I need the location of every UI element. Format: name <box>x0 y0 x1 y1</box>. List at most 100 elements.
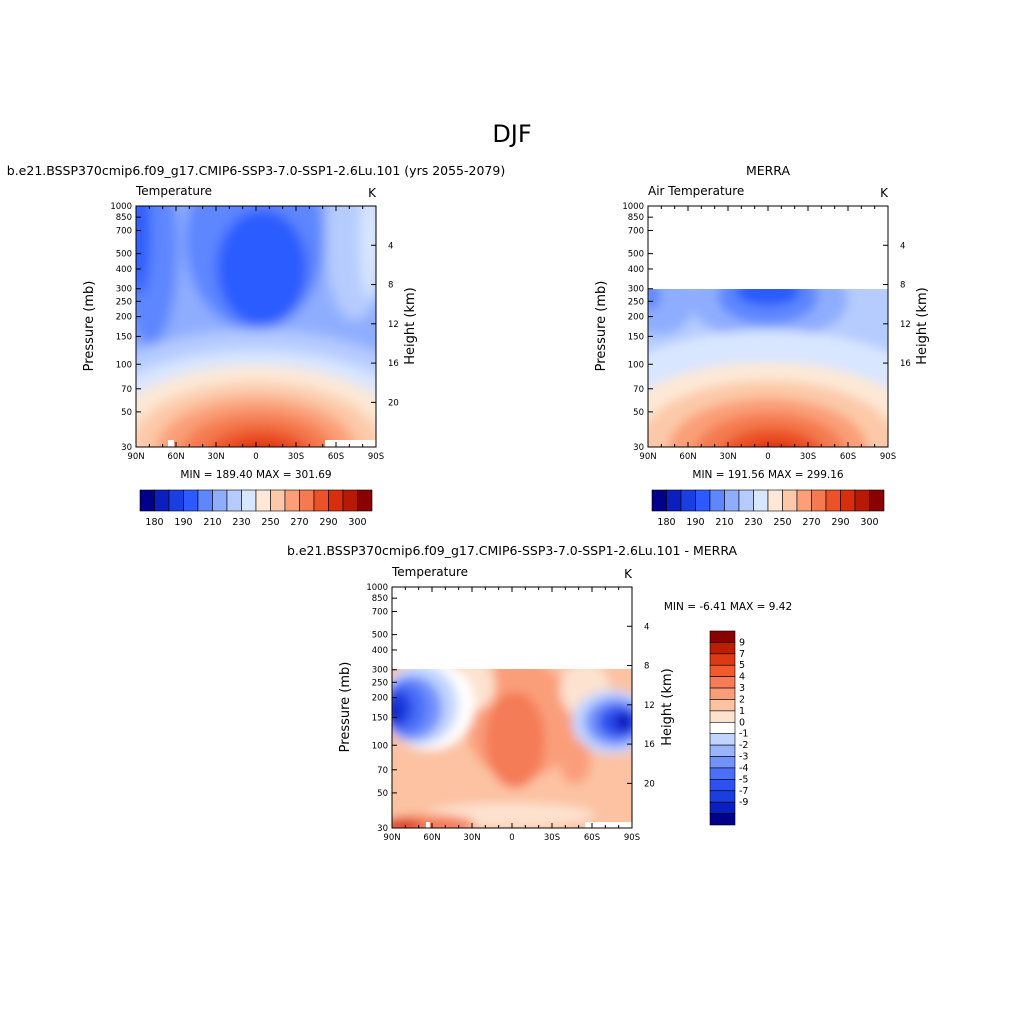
y-tick-label: 150 <box>372 713 388 723</box>
y2-tick-label: 20 <box>388 398 399 408</box>
y-tick-label: 250 <box>116 297 132 307</box>
colorbar-swatch <box>709 653 736 666</box>
y2-tick-label: 12 <box>388 320 399 330</box>
x-tick-label: 30S <box>288 452 304 462</box>
panel-obs: MERRA Air Temperature K 90N 60N 30 <box>594 163 930 528</box>
x-tick-label: 60N <box>679 452 696 462</box>
y-tick-label: 50 <box>377 789 388 799</box>
panel-model-stats: MIN = 189.40 MAX = 301.69 <box>180 469 331 481</box>
colorbar-swatch <box>753 489 769 512</box>
y2-tick-label: 12 <box>644 701 655 711</box>
colorbar-swatch <box>284 489 300 512</box>
colorbar-swatch <box>709 664 736 677</box>
y-tick-label: 100 <box>628 360 644 370</box>
y2-tick-label: 8 <box>644 662 649 672</box>
y2-tick-label: 16 <box>644 740 655 750</box>
y-tick-label: 30 <box>121 443 132 453</box>
colorbar-label: -5 <box>739 774 748 785</box>
x-tick-label: 60N <box>423 833 440 843</box>
colorbar-swatch <box>695 489 711 512</box>
colorbar-swatch <box>270 489 286 512</box>
y2-tick-label: 20 <box>644 779 655 789</box>
panel-obs-stats: MIN = 191.56 MAX = 299.16 <box>692 469 844 481</box>
panel-obs-field <box>648 289 888 447</box>
colorbar-swatch <box>168 489 184 512</box>
y-tick-label: 70 <box>377 766 388 776</box>
colorbar-label: 270 <box>290 517 308 528</box>
colorbar-swatch <box>709 744 736 757</box>
colorbar-swatch <box>840 489 856 512</box>
y-tick-label: 1000 <box>622 202 644 212</box>
x-tick-label: 30N <box>207 452 224 462</box>
panel-diff-left-label: Temperature <box>391 565 468 579</box>
colorbar-swatch <box>709 756 736 769</box>
colorbar-swatch <box>357 489 373 512</box>
panel-model-ylabel: Pressure (mb) <box>82 281 97 372</box>
y-tick-label: 50 <box>633 408 644 418</box>
colorbar-swatch <box>197 489 213 512</box>
x-tick-label: 90N <box>639 452 656 462</box>
colorbar-swatch <box>154 489 170 512</box>
panel-diff-title: b.e21.BSSP370cmip6.f09_g17.CMIP6-SSP3-7.… <box>287 543 738 558</box>
x-tick-label: 60N <box>167 452 184 462</box>
colorbar-label: 7 <box>739 649 745 660</box>
panel-obs-title: MERRA <box>746 163 791 178</box>
panel-diff-field <box>392 669 632 828</box>
panel-obs-left-label: Air Temperature <box>648 184 744 198</box>
main-title: DJF <box>492 120 531 148</box>
y-tick-label: 850 <box>628 213 644 223</box>
colorbar-swatch <box>680 489 696 512</box>
y-tick-label: 850 <box>116 213 132 223</box>
colorbar-swatch <box>709 642 736 655</box>
colorbar-swatch <box>709 699 736 712</box>
colorbar-swatch <box>709 779 736 792</box>
colorbar-swatch <box>709 710 736 723</box>
y-tick-label: 700 <box>628 227 644 237</box>
x-tick-label: 60S <box>840 452 856 462</box>
colorbar-swatch <box>226 489 242 512</box>
panel-obs-y2label: Height (km) <box>915 287 930 364</box>
y-tick-label: 400 <box>116 265 132 275</box>
colorbar-label: -7 <box>739 786 748 797</box>
colorbar-swatch <box>313 489 329 512</box>
y-tick-label: 200 <box>628 313 644 323</box>
colorbar-swatch <box>709 630 736 643</box>
colorbar-swatch <box>869 489 885 512</box>
y2-tick-label: 4 <box>900 241 905 251</box>
colorbar-swatch <box>709 721 736 735</box>
x-tick-label: 30S <box>544 833 560 843</box>
colorbar-label: 1 <box>739 706 745 717</box>
colorbar-label: 3 <box>739 683 745 694</box>
x-tick-label: 90N <box>383 833 400 843</box>
colorbar-label: -9 <box>739 797 748 808</box>
colorbar-swatch <box>255 489 271 512</box>
y-tick-label: 200 <box>372 694 388 704</box>
colorbar-swatch <box>241 489 257 512</box>
colorbar-swatch <box>709 489 725 512</box>
x-tick-label: 0 <box>253 452 258 462</box>
y-tick-label: 700 <box>116 227 132 237</box>
y-tick-label: 50 <box>121 408 132 418</box>
y-tick-label: 200 <box>116 313 132 323</box>
panel-model-title: b.e21.BSSP370cmip6.f09_g17.CMIP6-SSP3-7.… <box>7 163 505 178</box>
y-tick-label: 150 <box>628 332 644 342</box>
panel-model-units: K <box>368 186 377 200</box>
colorbar-swatch <box>212 489 228 512</box>
panel-diff-stats: MIN = -6.41 MAX = 9.42 <box>664 601 792 613</box>
panel-obs-units: K <box>880 186 889 200</box>
panel-model-left-label: Temperature <box>135 184 212 198</box>
y-tick-label: 250 <box>372 678 388 688</box>
y-tick-label: 250 <box>628 297 644 307</box>
colorbar-swatch <box>651 489 667 512</box>
colorbar-swatch <box>709 767 736 780</box>
colorbar-label: 300 <box>860 517 878 528</box>
y-tick-label: 1000 <box>366 583 388 593</box>
colorbar-label: -4 <box>739 763 748 774</box>
colorbar-label: 5 <box>739 660 745 671</box>
y-tick-label: 500 <box>116 250 132 260</box>
y-tick-label: 300 <box>372 666 388 676</box>
x-tick-label: 90S <box>368 452 384 462</box>
colorbar-label: 250 <box>773 517 791 528</box>
